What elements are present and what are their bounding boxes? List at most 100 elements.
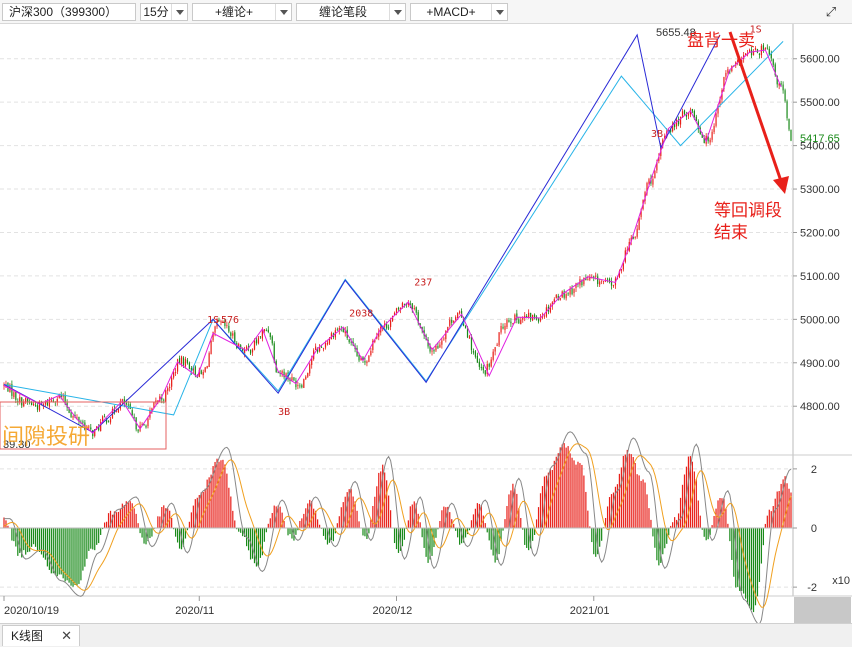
date-tick-label: 2020/10/19 (4, 605, 59, 617)
indicator-chan-dropdown[interactable]: +缠论+ (192, 3, 292, 21)
candle-body (240, 345, 242, 349)
macd-histogram-bar (547, 472, 550, 528)
instrument-selector[interactable]: 沪深300（399300） (2, 3, 136, 21)
macd-histogram-bar (149, 528, 151, 539)
candle-body (393, 312, 396, 315)
macd-histogram-bar (711, 525, 713, 528)
macd-histogram-bar (579, 463, 581, 528)
candle-body (376, 336, 378, 339)
tab-kline[interactable]: K线图 ✕ (2, 625, 80, 646)
candle-body (752, 51, 755, 56)
macd-histogram-bar (782, 479, 784, 528)
candle-body (167, 388, 169, 391)
macd-histogram-bar (62, 528, 64, 579)
candle-body (397, 307, 400, 310)
candle-body (155, 400, 157, 402)
macd-histogram-bar (535, 519, 538, 528)
candle-body (567, 293, 569, 295)
macd-histogram-bar (212, 466, 214, 528)
candle-body (36, 405, 39, 410)
macd-histogram-bar (658, 528, 660, 566)
footer-tabbar: K线图 ✕ (0, 623, 852, 647)
candle-body (200, 370, 202, 374)
macd-histogram-bar (34, 528, 37, 547)
candle-body (707, 136, 709, 142)
macd-histogram-bar (636, 474, 638, 528)
candle-body (737, 59, 739, 63)
candle-body (176, 359, 179, 372)
close-icon[interactable]: ✕ (61, 628, 72, 643)
macd-histogram-bar (762, 528, 764, 546)
macd-histogram-bar (388, 495, 390, 528)
macd-histogram-bar (157, 516, 159, 528)
macd-histogram-bar (40, 528, 43, 555)
candle-body (711, 131, 713, 140)
macd-histogram-bar (305, 508, 307, 528)
macd-histogram-bar (524, 528, 526, 545)
candle-body (291, 377, 293, 381)
macd-histogram-bar (508, 494, 510, 528)
macd-histogram-bar (137, 523, 139, 528)
candle-body (731, 66, 733, 72)
macd-histogram-bar (31, 528, 33, 547)
candle-body (52, 400, 54, 402)
chevron-down-icon[interactable] (389, 4, 405, 20)
candle-body (293, 377, 295, 381)
bi-line (3, 49, 782, 434)
candle-body (648, 179, 650, 184)
chevron-down-icon[interactable] (491, 4, 507, 20)
macd-histogram-bar (352, 496, 354, 528)
macd-histogram-bar (348, 489, 350, 528)
candle-body (553, 299, 555, 303)
macd-histogram-bar (502, 528, 504, 531)
candle-body (429, 345, 431, 352)
candle-body (303, 379, 305, 388)
candle-body (772, 59, 774, 65)
macd-histogram-bar (725, 508, 727, 528)
candle-body (774, 64, 776, 76)
candle-body (133, 416, 135, 418)
candle-body (766, 47, 768, 49)
indicator-macd-dropdown[interactable]: +MACD+ (410, 3, 508, 21)
candle-body (571, 288, 573, 295)
macd-histogram-bar (707, 528, 709, 540)
macd-histogram-bar (553, 460, 555, 528)
macd-histogram-bar (455, 528, 457, 531)
candle-body (38, 402, 41, 411)
candle-body (259, 336, 262, 338)
macd-histogram-bar (774, 498, 776, 528)
candle-body (612, 284, 615, 287)
candle-body (129, 404, 131, 409)
candle-body (443, 338, 445, 340)
chevron-down-icon[interactable] (275, 4, 291, 20)
macd-histogram-bar (3, 517, 5, 528)
candle-body (157, 400, 159, 402)
candle-body (317, 347, 319, 352)
macd-histogram-bar (457, 528, 459, 538)
macd-histogram-bar (573, 460, 575, 528)
macd-histogram-bar (382, 464, 384, 528)
macd-histogram-bar (324, 528, 327, 540)
chevron-down-icon[interactable] (171, 4, 187, 20)
macd-histogram-bar (263, 528, 265, 542)
candle-body (222, 320, 224, 322)
candle-body (788, 118, 790, 130)
expand-icon[interactable]: ⤢ (825, 4, 837, 19)
macd-histogram-bar (433, 528, 435, 548)
candle-body (368, 355, 370, 362)
indicator-bi-dropdown[interactable]: 缠论笔段 (296, 3, 406, 21)
macd-histogram-bar (589, 526, 591, 528)
macd-histogram-bar (131, 503, 133, 528)
macd-histogram-bar (492, 528, 494, 556)
macd-histogram-bar (98, 528, 100, 544)
macd-histogram-bar (395, 528, 398, 550)
macd-histogram-bar (488, 528, 490, 541)
macd-histogram-bar (176, 528, 179, 543)
macd-histogram-bar (80, 528, 82, 581)
macd-histogram-bar (743, 528, 745, 594)
candle-body (762, 45, 764, 51)
macd-histogram-bar (518, 508, 520, 528)
period-dropdown[interactable]: 15分 (140, 3, 188, 21)
candle-body (72, 416, 74, 418)
